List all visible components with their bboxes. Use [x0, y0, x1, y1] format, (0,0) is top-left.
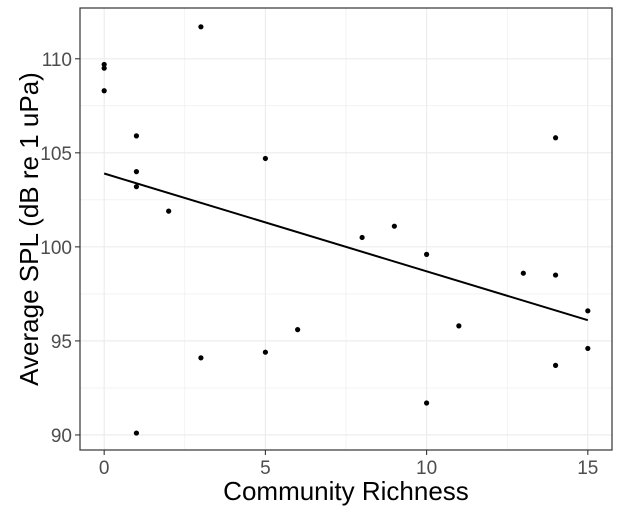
- data-point: [520, 270, 526, 276]
- regression-line-group: [103, 172, 589, 322]
- y-tick-label: 90: [51, 426, 72, 447]
- x-tick-label: 5: [260, 458, 271, 479]
- regression-line: [103, 172, 589, 322]
- x-axis-title: Community Richness: [223, 476, 469, 506]
- data-point: [552, 362, 559, 368]
- data-point: [262, 155, 268, 162]
- y-tick-label: 105: [40, 144, 72, 165]
- data-point: [424, 251, 430, 257]
- data-point: [198, 24, 204, 30]
- data-point: [262, 349, 268, 355]
- data-point: [133, 184, 140, 190]
- y-tick-label: 100: [40, 238, 72, 259]
- data-point: [101, 65, 107, 71]
- data-point: [166, 208, 172, 214]
- y-axis-title: Average SPL (dB re 1 uPa): [14, 72, 44, 386]
- data-point: [359, 234, 365, 241]
- data-point: [133, 133, 140, 139]
- data-point: [198, 355, 204, 361]
- data-point: [552, 272, 559, 278]
- x-tick-label: 0: [99, 458, 110, 479]
- data-point: [133, 169, 140, 175]
- data-point: [295, 327, 301, 333]
- y-tick-label: 95: [51, 332, 72, 353]
- data-point: [585, 308, 591, 314]
- y-axis-ticks: 90 95 100 105 110: [40, 50, 80, 447]
- data-point: [133, 430, 140, 436]
- data-point: [424, 400, 430, 406]
- data-point: [391, 223, 397, 229]
- data-point: [552, 135, 559, 141]
- x-tick-label: 15: [577, 458, 598, 479]
- minor-gridlines: [80, 8, 612, 450]
- data-point: [101, 88, 107, 94]
- plot-panel-border: [79, 7, 613, 451]
- data-point: [585, 345, 591, 352]
- x-tick-label: 10: [416, 458, 437, 479]
- data-points: [101, 24, 591, 436]
- data-point: [101, 61, 107, 68]
- x-axis-ticks: 0 5 10 15: [99, 450, 598, 479]
- data-point: [456, 323, 462, 329]
- y-tick-label: 110: [42, 50, 72, 71]
